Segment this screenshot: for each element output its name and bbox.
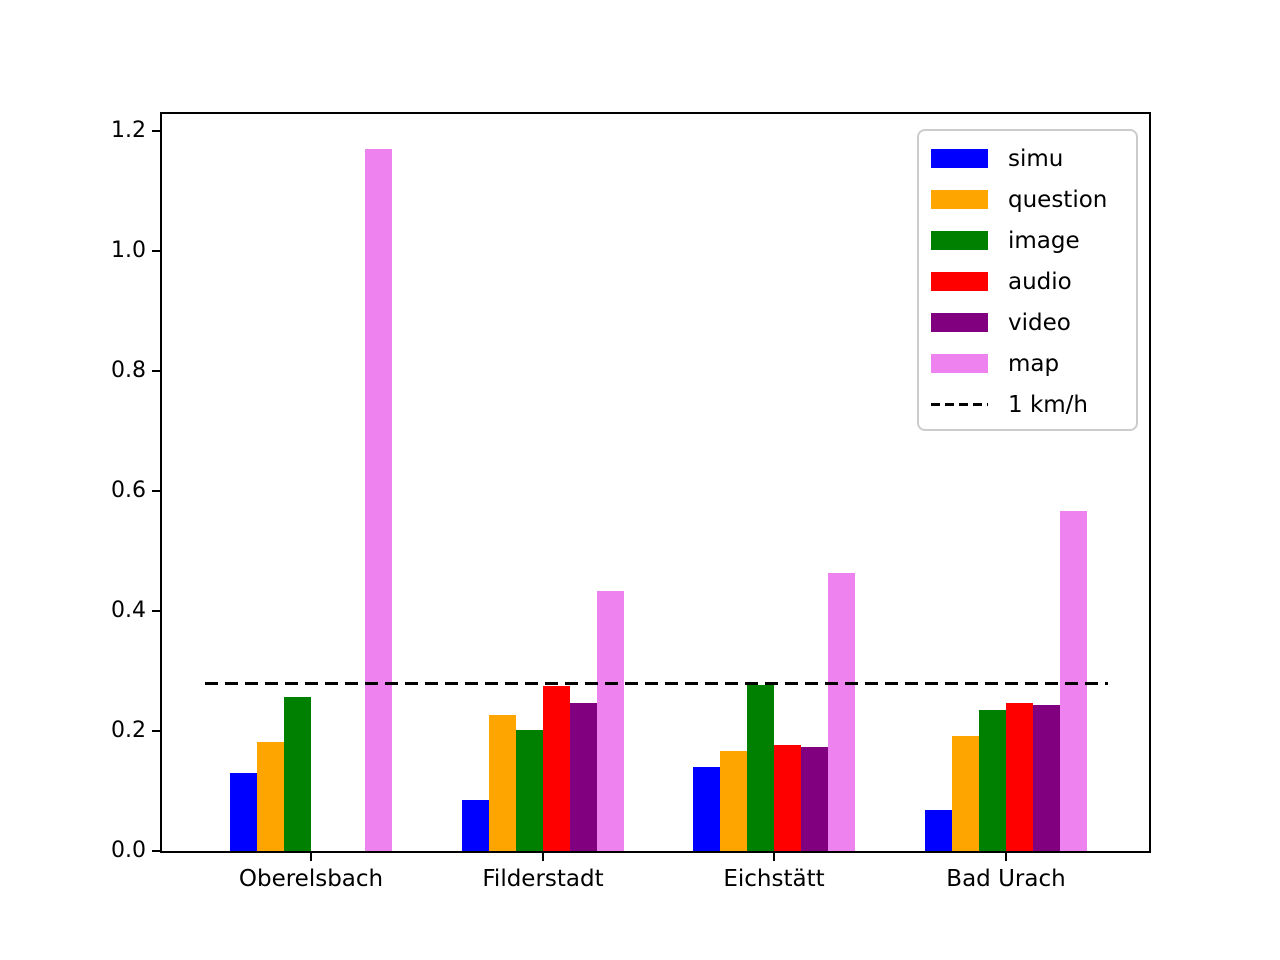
bar-simu-1 (462, 800, 489, 851)
legend-item-image: image (919, 220, 1136, 261)
bar-image-2 (747, 685, 774, 851)
legend-item-audio: audio (919, 261, 1136, 302)
y-tick-label-0.6: 0.6 (111, 477, 146, 503)
bar-map-3 (1060, 511, 1087, 851)
legend-label-reference-line: 1 km/h (1008, 391, 1088, 418)
bar-question-0 (257, 742, 284, 851)
legend-item-map: map (919, 343, 1136, 384)
x-tick-mark-3 (1005, 853, 1007, 861)
legend-item-reference-line: 1 km/h (919, 384, 1136, 425)
x-category-label-3: Bad Urach (946, 866, 1066, 892)
legend-swatch-image (931, 231, 988, 250)
bar-map-2 (828, 573, 855, 851)
legend-swatch-audio (931, 272, 988, 291)
legend-label-simu: simu (1008, 145, 1064, 172)
bar-simu-2 (693, 767, 720, 851)
bar-video-1 (570, 703, 597, 851)
x-category-label-0: Oberelsbach (238, 866, 384, 892)
legend-item-simu: simu (919, 138, 1136, 179)
bar-map-1 (597, 591, 624, 851)
y-tick-mark-1.0 (152, 250, 160, 253)
y-tick-label-0.0: 0.0 (111, 837, 146, 863)
y-tick-label-1.0: 1.0 (111, 237, 146, 263)
bar-video-2 (801, 747, 828, 851)
bars-container (162, 114, 1149, 851)
bar-question-3 (952, 736, 979, 851)
legend-swatch-map (931, 354, 988, 373)
bar-audio-3 (1006, 703, 1033, 851)
legend-label-image: image (1008, 227, 1080, 254)
y-tick-mark-0.8 (152, 370, 160, 373)
legend-dashed-line-sample (931, 403, 988, 406)
legend-swatch-video (931, 313, 988, 332)
bar-audio-1 (543, 686, 570, 851)
legend-item-question: question (919, 179, 1136, 220)
bar-simu-3 (925, 810, 952, 851)
legend-label-audio: audio (1008, 268, 1072, 295)
bar-image-1 (516, 730, 543, 851)
y-tick-label-0.8: 0.8 (111, 357, 146, 383)
y-tick-mark-0.4 (152, 610, 160, 613)
x-category-label-1: Filderstadt (482, 866, 604, 892)
x-category-label-2: Eichstätt (723, 866, 825, 892)
bar-question-1 (489, 715, 516, 851)
legend-label-video: video (1008, 309, 1071, 336)
legend-swatch-simu (931, 149, 988, 168)
y-tick-mark-1.2 (152, 130, 160, 133)
bar-simu-0 (230, 773, 257, 851)
legend-label-map: map (1008, 350, 1060, 377)
bar-image-3 (979, 710, 1006, 851)
bar-video-3 (1033, 705, 1060, 851)
y-tick-label-0.4: 0.4 (111, 597, 146, 623)
bar-audio-2 (774, 745, 801, 851)
bar-question-2 (720, 751, 747, 851)
y-tick-mark-0.2 (152, 730, 160, 733)
legend-item-video: video (919, 302, 1136, 343)
legend: simu question image audio video map 1 km/h (917, 129, 1138, 431)
y-tick-label-1.2: 1.2 (111, 118, 146, 143)
x-tick-mark-1 (542, 853, 544, 861)
legend-swatch-question (931, 190, 988, 209)
bar-image-0 (284, 697, 311, 851)
legend-label-question: question (1008, 186, 1108, 213)
bar-map-0 (365, 149, 392, 851)
y-tick-mark-0.6 (152, 490, 160, 493)
reference-line (205, 682, 1108, 685)
x-tick-mark-0 (310, 853, 312, 861)
y-tick-label-0.2: 0.2 (111, 717, 146, 743)
x-tick-mark-2 (773, 853, 775, 861)
y-tick-mark-0.0 (152, 850, 160, 852)
